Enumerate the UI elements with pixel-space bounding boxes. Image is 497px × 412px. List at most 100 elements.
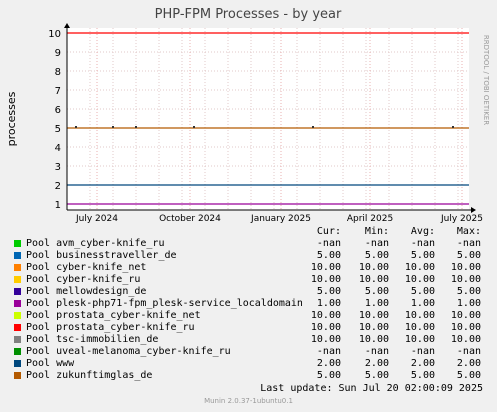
legend-label: Pool avm_cyber-knife_ru [26, 238, 165, 249]
series-marker [112, 126, 114, 128]
x-axis-arrow [471, 207, 476, 213]
legend-avg-value: 10.00 [404, 334, 435, 345]
legend-avg-value: 10.00 [404, 262, 435, 273]
legend-max-value: 10.00 [450, 262, 481, 273]
legend-avg-value: -nan [410, 346, 435, 357]
rrdtool-credit: RRDTOOL / TOBI OETIKER [482, 35, 490, 125]
legend-label: Pool uveal-melanoma_cyber-knife_ru [26, 346, 231, 357]
y-tick-label: 8 [55, 67, 61, 78]
legend-min-value: 5.00 [364, 370, 389, 381]
col-avg-header: Avg: [410, 226, 435, 237]
legend-item: Pool prostata_cyber-knife_net 10.00 10.00 1… [0, 310, 497, 322]
legend-avg-value: 2.00 [410, 358, 435, 369]
legend-min-value: 10.00 [358, 334, 389, 345]
x-axis-ticks: July 2024 October 2024 January 2025 April 2… [75, 214, 483, 224]
y-tick-label: 7 [55, 86, 61, 97]
x-tick-label: April 2025 [347, 214, 393, 224]
legend-cur-value: 10.00 [310, 262, 341, 273]
legend-swatch [14, 240, 21, 247]
legend-cur-value: 2.00 [316, 358, 341, 369]
legend-label: Pool businesstraveller_de [26, 250, 177, 261]
legend-swatch [14, 324, 21, 331]
legend-label: Pool cyber-knife_ru [26, 274, 141, 285]
x-tick-label: January 2025 [250, 214, 311, 224]
legend-min-value: -nan [364, 346, 389, 357]
legend-min-value: 5.00 [364, 286, 389, 297]
y-tick-label: 1 [55, 200, 61, 211]
legend-max-value: 5.00 [456, 250, 481, 261]
legend-label: Pool prostata_cyber-knife_ru [26, 322, 195, 333]
legend-min-value: 5.00 [364, 250, 389, 261]
legend-item: Pool avm_cyber-knife_ru -nan -nan -nan -nan [0, 238, 497, 250]
legend-max-value: 2.00 [456, 358, 481, 369]
legend-swatch [14, 288, 21, 295]
chart-title: PHP-FPM Processes - by year [155, 7, 342, 22]
legend-header: Cur: Min: Avg: Max: [0, 226, 497, 238]
legend-max-value: 1.00 [456, 298, 481, 309]
legend-label: Pool prostata_cyber-knife_net [26, 310, 201, 321]
legend-min-value: 10.00 [358, 322, 389, 333]
legend-label: Pool tsc-immobilien_de [26, 334, 159, 345]
series-marker [75, 126, 77, 128]
legend-avg-value: 5.00 [410, 286, 435, 297]
col-max-header: Max: [456, 226, 481, 237]
legend-swatch [14, 372, 21, 379]
legend-item: Pool prostata_cyber-knife_ru 10.00 10.00 10… [0, 322, 497, 334]
legend-item: Pool cyber-knife_ru 10.00 10.00 10.00 10.00 [0, 274, 497, 286]
y-axis-ticks: 1 2 3 4 5 6 7 8 9 10 [48, 29, 61, 211]
munin-version: Munin 2.0.37-1ubuntu0.1 [204, 397, 293, 405]
legend-swatch [14, 276, 21, 283]
legend-item: Pool mellowdesign_de 5.00 5.00 5.00 5.00 [0, 286, 497, 298]
x-tick-label: July 2024 [75, 214, 118, 224]
y-tick-label: 6 [55, 105, 61, 116]
col-cur-header: Cur: [316, 226, 341, 237]
y-tick-label: 2 [55, 181, 61, 192]
legend-item: Pool plesk-php71-fpm_plesk-service_local… [0, 298, 497, 310]
legend-max-value: 10.00 [450, 322, 481, 333]
legend-swatch [14, 252, 21, 259]
series-lines [67, 32, 469, 205]
legend-label: Pool plesk-php71-fpm_plesk-service_local… [26, 298, 303, 309]
legend-cur-value: 5.00 [316, 250, 341, 261]
legend-item: Pool uveal-melanoma_cyber-knife_ru -nan -n… [0, 346, 497, 358]
legend-cur-value: -nan [316, 238, 341, 249]
legend-max-value: 10.00 [450, 334, 481, 345]
x-tick-label: July 2025 [440, 214, 483, 224]
legend-label: Pool www [26, 358, 75, 369]
y-tick-label: 4 [55, 143, 61, 154]
legend-cur-value: -nan [316, 346, 341, 357]
legend-label: Pool cyber-knife_net [26, 262, 147, 273]
col-min-header: Min: [364, 226, 389, 237]
legend-label: Pool zukunftimglas_de [26, 370, 153, 381]
legend-min-value: 10.00 [358, 274, 389, 285]
y-tick-label: 9 [55, 48, 61, 59]
last-update: Last update: Sun Jul 20 02:00:09 2025 [260, 383, 483, 394]
legend-avg-value: 10.00 [404, 322, 435, 333]
y-tick-label: 5 [55, 124, 61, 135]
legend-swatch [14, 360, 21, 367]
legend-min-value: 2.00 [364, 358, 389, 369]
legend-item: Pool tsc-immobilien_de 10.00 10.00 10.00 10.… [0, 334, 497, 346]
legend-max-value: 5.00 [456, 370, 481, 381]
legend-max-value: 5.00 [456, 286, 481, 297]
legend-avg-value: 5.00 [410, 250, 435, 261]
y-tick-label: 10 [48, 29, 61, 40]
legend-max-value: -nan [456, 238, 481, 249]
series-marker [135, 126, 137, 128]
y-axis-label: processes [5, 91, 18, 146]
legend-cur-value: 5.00 [316, 370, 341, 381]
legend-cur-value: 10.00 [310, 310, 341, 321]
series-marker [193, 126, 195, 128]
legend-avg-value: 1.00 [410, 298, 435, 309]
x-tick-label: October 2024 [159, 214, 221, 224]
legend-avg-value: 10.00 [404, 274, 435, 285]
legend-min-value: 1.00 [364, 298, 389, 309]
legend-swatch [14, 300, 21, 307]
legend-swatch [14, 336, 21, 343]
plot-area [67, 28, 469, 210]
series-marker [452, 126, 454, 128]
legend-item: Pool www 2.00 2.00 2.00 2.00 [0, 358, 497, 370]
legend-avg-value: -nan [410, 238, 435, 249]
series-marker [312, 126, 314, 128]
